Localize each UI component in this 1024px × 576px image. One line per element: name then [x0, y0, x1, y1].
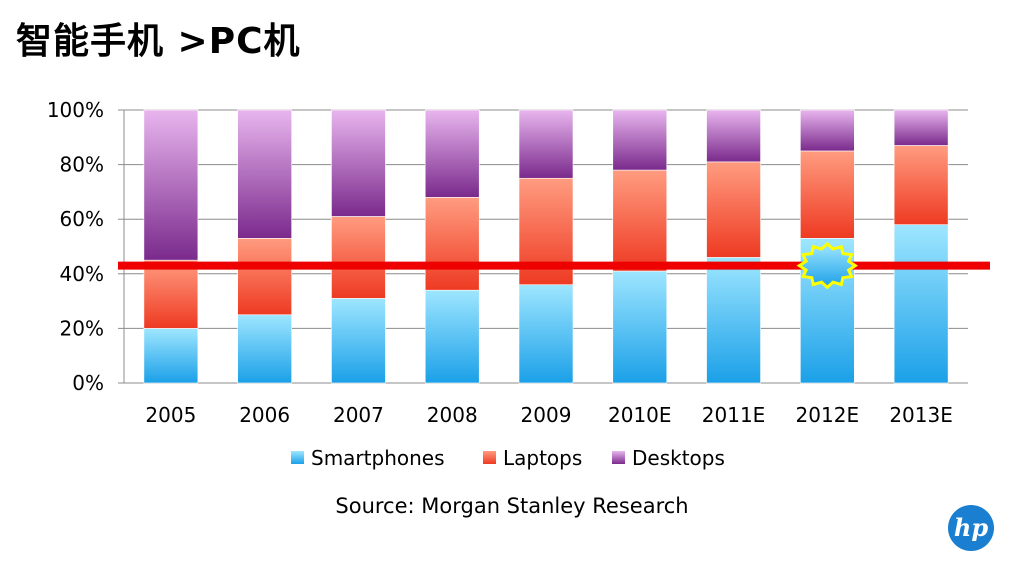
y-tick-label: 0%: [72, 371, 104, 395]
bar-smartphones-2013e: [893, 224, 949, 384]
legend-swatch-smartphones: [291, 451, 304, 464]
bar-desktops-2007: [331, 109, 386, 217]
x-category-label: 2006: [239, 403, 290, 427]
page-title: 智能手机 >PC机: [16, 21, 301, 62]
y-tick-label: 80%: [60, 153, 104, 177]
bar-smartphones-2010e: [612, 270, 668, 384]
legend-swatch-desktops: [612, 451, 625, 464]
x-category-label: 2005: [145, 403, 196, 427]
legend-label-laptops: Laptops: [503, 446, 582, 470]
bar-desktops-2013e: [893, 109, 949, 146]
bar-smartphones-2011e: [706, 257, 761, 384]
bar-smartphones-2007: [331, 298, 386, 384]
legend-label-smartphones: Smartphones: [311, 446, 445, 470]
x-category-label: 2010E: [608, 403, 672, 427]
bar-laptops-2012e: [800, 150, 855, 239]
bar-smartphones-2008: [424, 289, 480, 384]
bar-desktops-2011e: [706, 109, 761, 163]
legend-label-desktops: Desktops: [632, 446, 725, 470]
hp-logo: hp: [948, 505, 994, 551]
y-tick-label: 20%: [60, 316, 104, 340]
legend-swatch-laptops: [483, 451, 496, 464]
x-category-label: 2009: [521, 403, 572, 427]
bar-smartphones-2006: [237, 314, 292, 384]
bar-laptops-2011e: [706, 161, 761, 258]
bar-desktops-2009: [518, 109, 574, 179]
bar-laptops-2010e: [612, 169, 668, 272]
y-tick-label: 40%: [60, 262, 104, 286]
bar-desktops-2012e: [800, 109, 855, 152]
bar-laptops-2005: [143, 259, 199, 329]
highlight-burst: [796, 241, 859, 290]
bar-desktops-2008: [424, 109, 480, 198]
x-category-label: 2007: [333, 403, 384, 427]
y-tick-label: 100%: [47, 98, 104, 122]
bar-laptops-2008: [424, 197, 480, 291]
x-category-label: 2013E: [889, 403, 953, 427]
source-note: Source: Morgan Stanley Research: [335, 494, 689, 518]
bar-laptops-2013e: [893, 145, 949, 225]
bar-smartphones-2009: [518, 284, 574, 384]
bar-desktops-2010e: [612, 109, 668, 171]
x-category-label: 2011E: [702, 403, 766, 427]
bar-laptops-2006: [237, 238, 292, 316]
x-category-label: 2008: [427, 403, 478, 427]
y-tick-label: 60%: [60, 207, 104, 231]
bar-desktops-2006: [237, 109, 292, 239]
x-category-label: 2012E: [796, 403, 860, 427]
bar-smartphones-2005: [143, 328, 199, 384]
bar-laptops-2007: [331, 216, 386, 299]
bar-desktops-2005: [143, 109, 199, 261]
